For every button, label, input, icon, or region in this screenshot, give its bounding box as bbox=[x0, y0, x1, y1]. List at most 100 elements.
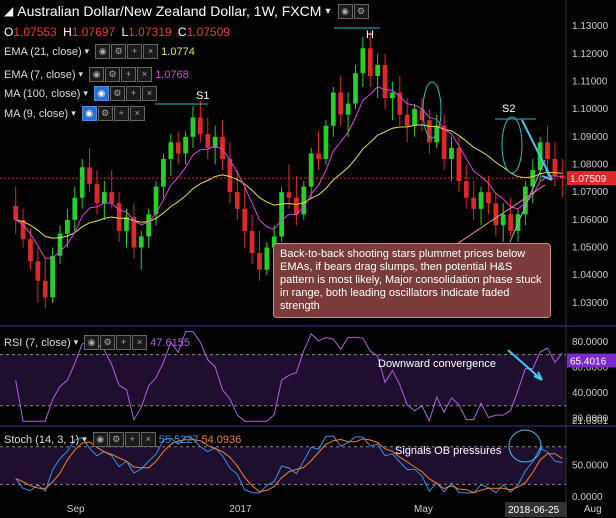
legend-ema21[interactable]: EMA (21, close) ▾ ◉ ⚙ + × 1.0774 bbox=[4, 44, 195, 59]
candle-body bbox=[545, 142, 550, 159]
eye-icon[interactable]: ◉ bbox=[89, 67, 105, 82]
candle-body bbox=[419, 109, 425, 121]
rsi-band bbox=[0, 354, 566, 406]
candle-body bbox=[131, 217, 137, 248]
price-tick-label: 1.08000 bbox=[572, 160, 609, 171]
chevron-down-icon: ▾ bbox=[78, 69, 84, 79]
candle-body bbox=[35, 261, 41, 281]
gear-icon[interactable]: ⚙ bbox=[105, 67, 121, 82]
eye-icon[interactable]: ◉ bbox=[84, 335, 100, 350]
candle-body bbox=[449, 147, 454, 159]
candle-body bbox=[500, 214, 506, 226]
plus-icon[interactable]: + bbox=[116, 335, 132, 350]
candle-body bbox=[20, 219, 26, 240]
eye-icon[interactable]: ◉ bbox=[95, 44, 111, 59]
plus-icon[interactable]: + bbox=[125, 86, 141, 101]
candle-body bbox=[471, 197, 477, 209]
legend-label: Stoch (14, 3, 1) bbox=[4, 433, 80, 446]
legend-ma100[interactable]: MA (100, close) ▾ ◉ ⚙ + × bbox=[4, 86, 157, 101]
candle-body bbox=[360, 48, 366, 74]
eye-icon[interactable]: ◉ bbox=[81, 106, 97, 121]
rsi-extra-label: 21.0301 bbox=[572, 416, 609, 427]
close-icon[interactable]: × bbox=[132, 335, 148, 350]
price-tick-label: 1.13000 bbox=[572, 21, 609, 32]
price-tick-label: 1.12000 bbox=[572, 49, 609, 60]
legend-value: 47.6155 bbox=[150, 336, 190, 349]
candle-body bbox=[190, 117, 196, 137]
plus-icon[interactable]: + bbox=[121, 67, 137, 82]
shoulder-left-label: S1 bbox=[196, 90, 209, 102]
eye-icon[interactable]: ◉ bbox=[93, 86, 109, 101]
plus-icon[interactable]: + bbox=[113, 106, 129, 121]
highlight-ellipse bbox=[501, 116, 523, 174]
candle-body bbox=[463, 181, 469, 198]
chevron-down-icon: ▾ bbox=[83, 88, 88, 98]
legend-ma9[interactable]: MA (9, close) ▾ ◉ ⚙ + × bbox=[4, 106, 145, 121]
candle-body bbox=[227, 158, 233, 193]
close-icon[interactable]: × bbox=[140, 432, 156, 447]
rsi-current-label: 65.4016 bbox=[570, 356, 607, 367]
collapse-icon[interactable]: ◢ bbox=[4, 4, 14, 18]
candle-body bbox=[441, 125, 447, 159]
candle-body bbox=[220, 136, 225, 159]
current-price-label: 1.07509 bbox=[570, 174, 607, 185]
gear-icon[interactable]: ⚙ bbox=[353, 3, 369, 19]
price-tick-label: 1.03000 bbox=[572, 298, 609, 309]
candle-body bbox=[197, 117, 203, 135]
close-icon[interactable]: × bbox=[141, 86, 157, 101]
candle-body bbox=[87, 167, 92, 184]
highlight-ellipse bbox=[422, 81, 442, 139]
candle-body bbox=[124, 217, 129, 231]
legend-ema7[interactable]: EMA (7, close) ▾ ◉ ⚙ + × 1.0768 bbox=[4, 67, 189, 82]
candle-body bbox=[101, 192, 107, 204]
legend-d-value: 54.0936 bbox=[201, 433, 242, 446]
legend-label: MA (100, close) bbox=[4, 87, 81, 100]
time-tick-label: Aug bbox=[584, 504, 602, 515]
plus-icon[interactable]: + bbox=[124, 432, 140, 447]
eye-icon[interactable]: ◉ bbox=[92, 432, 108, 447]
legend-rsi[interactable]: RSI (7, close) ▾ ◉ ⚙ + × 47.6155 bbox=[4, 335, 190, 350]
close-icon[interactable]: × bbox=[129, 106, 145, 121]
gear-icon[interactable]: ⚙ bbox=[97, 106, 113, 121]
plus-icon[interactable]: + bbox=[127, 44, 143, 59]
ohlc-readout: O1.07553 H1.07697 L1.07319 C1.07509 bbox=[4, 25, 230, 39]
chevron-down-icon: ▾ bbox=[71, 108, 76, 118]
chevron-down-icon[interactable]: ▾ bbox=[325, 5, 331, 17]
symbol-title[interactable]: Australian Dollar/New Zealand Dollar, 1W… bbox=[17, 3, 322, 19]
price-tick-label: 1.05000 bbox=[572, 243, 609, 254]
candle-body bbox=[559, 175, 565, 179]
candle-body bbox=[28, 239, 33, 262]
candle-body bbox=[168, 142, 174, 159]
highlight-ellipse bbox=[508, 429, 542, 463]
eye-icon[interactable]: ◉ bbox=[337, 3, 353, 19]
shoulder-right-label: S2 bbox=[502, 103, 515, 115]
gear-icon[interactable]: ⚙ bbox=[111, 44, 127, 59]
close-icon[interactable]: × bbox=[143, 44, 159, 59]
candle-body bbox=[338, 92, 344, 115]
down-arrow-icon bbox=[507, 349, 543, 381]
gear-icon[interactable]: ⚙ bbox=[108, 432, 124, 447]
candle-body bbox=[234, 192, 240, 209]
rsi-line bbox=[15, 331, 563, 423]
time-tick-label: Sep bbox=[67, 504, 85, 515]
price-tick-label: 1.10000 bbox=[572, 104, 609, 115]
ema7-line bbox=[15, 86, 563, 260]
legend-stoch[interactable]: Stoch (14, 3, 1) ▾ ◉ ⚙ + × 55.5227 54.0936 bbox=[4, 432, 241, 447]
close-icon[interactable]: × bbox=[137, 67, 153, 82]
legend-label: MA (9, close) bbox=[4, 107, 69, 120]
candle-body bbox=[456, 147, 462, 182]
candles-series bbox=[13, 31, 565, 309]
current-date-label: 2018-06-25 bbox=[508, 505, 560, 516]
candle-body bbox=[486, 192, 491, 204]
candle-body bbox=[271, 236, 277, 248]
candle-body bbox=[308, 153, 314, 187]
candle-body bbox=[353, 73, 358, 104]
open-value: 1.07553 bbox=[13, 25, 57, 39]
candle-body bbox=[390, 92, 395, 99]
gear-icon[interactable]: ⚙ bbox=[100, 335, 116, 350]
candle-body bbox=[345, 103, 351, 115]
gear-icon[interactable]: ⚙ bbox=[109, 86, 125, 101]
candle-body bbox=[116, 203, 122, 231]
analysis-note: Back-to-back shooting stars plummet pric… bbox=[273, 243, 551, 318]
